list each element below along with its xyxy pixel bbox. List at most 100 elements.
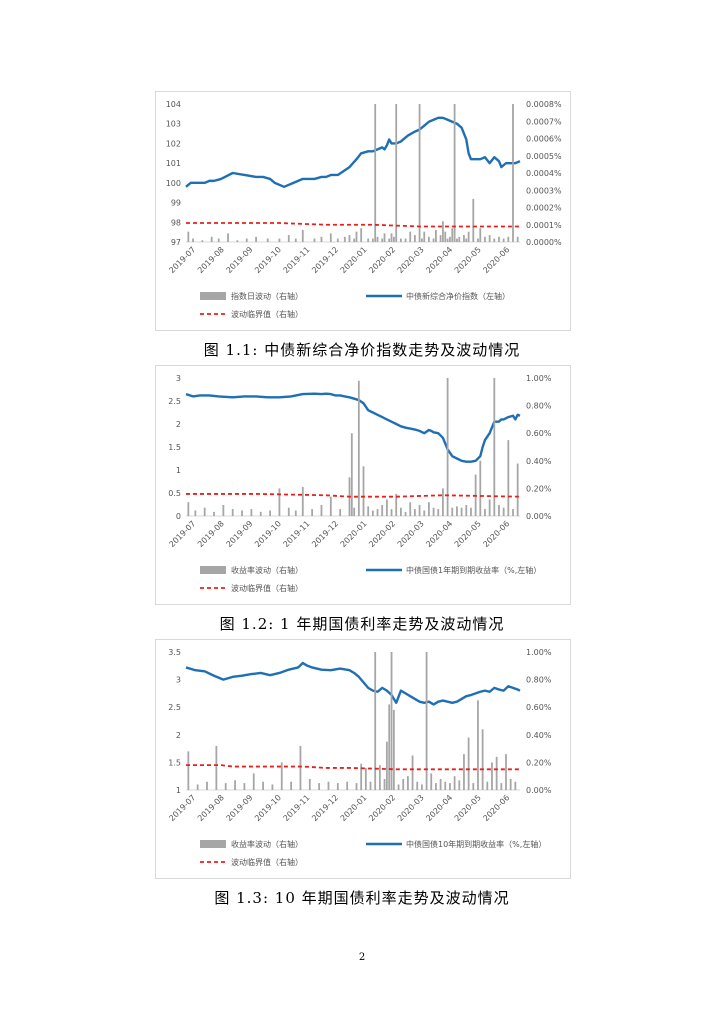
volatility-bar: [451, 507, 454, 516]
chart-caption-3: 图 1.3: 10 年期国债利率走势及波动情况: [214, 889, 510, 907]
volatility-bar: [458, 236, 461, 242]
y-left-tick-label: 2.5: [168, 397, 181, 406]
y-left-tick-label: 3.5: [168, 648, 181, 657]
y-right-tick-label: 0.00%: [526, 512, 552, 521]
x-tick-label: 2019-08: [196, 245, 226, 275]
volatility-bar: [446, 378, 449, 516]
chart-panel-2: 3 2.5 2 1.5 1 0.5 0 1.00% 0.80% 0.60% 0.40% 0.20% 0.…: [155, 365, 571, 605]
volatility-bar: [460, 507, 463, 516]
y-left-tick-label: 103: [166, 120, 181, 129]
volatility-bar: [451, 228, 454, 242]
volatility-bar: [432, 238, 435, 242]
y-right-tick-label: 0.80%: [526, 676, 552, 685]
volatility-bar: [383, 778, 386, 790]
volatility-bar: [287, 235, 290, 242]
volatility-bar: [367, 506, 370, 516]
volatility-bar: [444, 781, 447, 790]
volatility-bar: [343, 236, 346, 242]
volatility-bar: [194, 510, 197, 516]
volatility-bar: [512, 104, 514, 242]
volatility-bar: [514, 781, 517, 790]
volatility-bar: [411, 755, 414, 790]
volatility-bar: [360, 228, 363, 242]
volatility-bar: [516, 463, 519, 516]
volatility-bar: [390, 509, 393, 516]
volatility-bar: [355, 783, 358, 790]
x-tick-label: 2020-04: [424, 519, 454, 549]
legend-threshold-label: 波动临界值（右轴）: [231, 583, 303, 593]
volatility-bar: [329, 233, 332, 242]
volatility-bar: [381, 238, 384, 242]
x-tick-label: 2019-09: [224, 519, 254, 549]
y-left-tick-label: 1: [176, 466, 181, 475]
volatility-bar: [409, 231, 412, 242]
legend-bar-label: 指数日波动（右轴）: [231, 291, 303, 301]
volatility-bar: [215, 745, 218, 790]
volatility-bar: [362, 466, 365, 516]
volatility-bar: [355, 231, 358, 242]
volatility-bar: [371, 238, 374, 242]
volatility-bar: [486, 781, 489, 790]
y-right-tick-label: 0.20%: [526, 484, 552, 493]
x-tick-label: 2020-01: [339, 793, 369, 823]
volatility-bar: [320, 236, 323, 242]
y-right-tick-label: 0.80%: [526, 402, 552, 411]
y-left-tick-label: 98: [171, 218, 181, 227]
x-tick-label: 2019-09: [224, 245, 254, 275]
y-right-tick-label: 1.00%: [526, 374, 552, 383]
volatility-bar: [479, 460, 482, 516]
volatility-bar: [463, 754, 465, 790]
volatility-bar: [439, 778, 442, 790]
volatility-bar: [371, 510, 374, 516]
legend-bar-swatch: [200, 292, 226, 300]
volatility-bar: [196, 784, 199, 790]
volatility-bar: [388, 704, 391, 790]
volatility-bar: [495, 756, 498, 790]
volatility-bar: [350, 433, 353, 516]
volatility-bar: [392, 236, 395, 242]
volatility-bar: [516, 236, 519, 242]
chart-panel-1: 104 103 102 101 100 99 98 97 0.0008% 0.0007% 0.000…: [155, 91, 571, 331]
y-left-tick-label: 2: [176, 420, 181, 429]
threshold-line: [186, 764, 520, 771]
volatility-bar: [421, 784, 423, 790]
volatility-bar: [250, 509, 253, 516]
y-right-tick-label: 0.40%: [526, 731, 552, 740]
page-number: 2: [358, 952, 366, 963]
volatility-bar: [465, 238, 468, 242]
volatility-bar: [409, 502, 412, 516]
volatility-bar: [488, 235, 491, 242]
y-left-tick-label: 1: [176, 786, 181, 795]
volatility-bar: [449, 236, 451, 242]
y-left-tick-label: 101: [166, 159, 181, 168]
volatility-bar: [308, 778, 311, 790]
volatility-bar: [442, 221, 444, 242]
volatility-bar: [187, 751, 190, 790]
volatility-bar: [231, 509, 234, 516]
x-tick-label: 2020-06: [481, 245, 511, 275]
x-tick-label: 2019-12: [310, 519, 340, 549]
volatility-bar: [479, 228, 482, 242]
x-tick-label: 2020-02: [367, 519, 397, 549]
x-tick-label: 2020-03: [396, 519, 426, 549]
volatility-bar: [287, 507, 290, 516]
x-tick-label: 2019-07: [167, 245, 197, 275]
volatility-bar: [278, 238, 281, 242]
volatility-bar: [484, 236, 486, 242]
volatility-bar: [339, 509, 342, 516]
volatility-bar: [252, 773, 255, 790]
volatility-bar: [385, 499, 388, 516]
y-left-tick-label: 1.5: [168, 758, 181, 767]
y-left-tick-label: 3: [176, 374, 181, 383]
volatility-bar: [432, 507, 435, 516]
y-right-tick-label: 0.20%: [526, 758, 552, 767]
volatility-bar: [245, 238, 248, 242]
volatility-bar: [357, 380, 360, 516]
volatility-bar: [318, 783, 321, 790]
volatility-bar: [388, 238, 391, 242]
volatility-bar: [416, 781, 419, 790]
volatility-bar: [477, 238, 479, 242]
volatility-bar: [367, 238, 370, 242]
legend-line-label: 中债新综合净价指数（左轴）: [406, 291, 510, 301]
volatility-bar: [491, 762, 493, 790]
